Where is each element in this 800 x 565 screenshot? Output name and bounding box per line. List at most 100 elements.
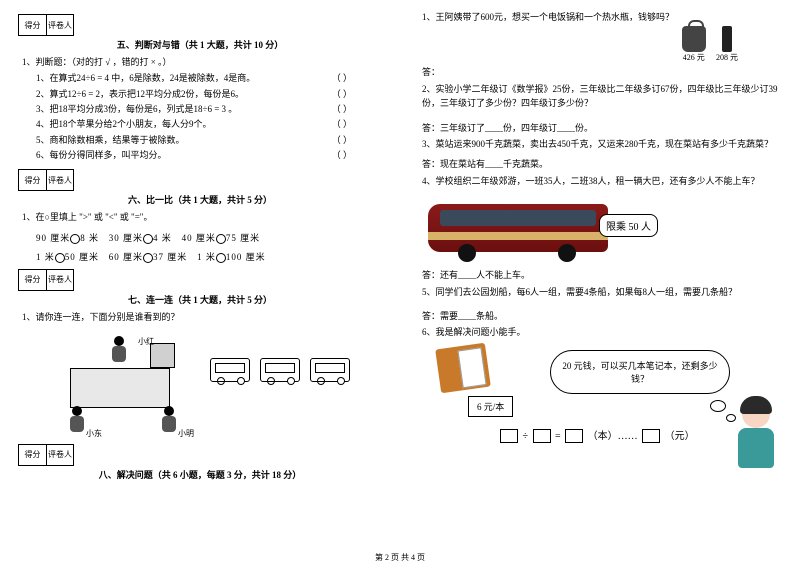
sec5-item-2-text: 2、算式12÷6 = 2，表示把12平均分成2份，每份是6。 (36, 89, 244, 99)
circle-blank[interactable] (70, 234, 80, 244)
q3-text: 3、菜站运来900千克蔬菜，卖出去450千克，又运来280千克，现在菜站有多少千… (422, 137, 782, 151)
q5-text: 5、同学们去公园划船，每6人一组，需要4条船，如果每8人一组，需要几条船？ (422, 285, 782, 299)
sec5-item-4-text: 4、把18个苹果分给2个小朋友，每人分9个。 (36, 119, 212, 129)
cmp-b: 75 厘米 (226, 233, 260, 243)
cmp-b: 8 米 (80, 233, 99, 243)
van-view-1 (210, 358, 250, 382)
sec5-item-6: 6、每份分得同样多，叫平均分。（ ） (36, 148, 382, 163)
cmp-a: 90 厘米 (36, 233, 70, 243)
thermos-price: 208 元 (716, 53, 738, 62)
q2-text: 2、实验小学二年级订《数学报》25份，三年级比二年级多订67份，四年级比三年级少… (422, 82, 782, 111)
cloud-text: 20 元钱，可以买几本笔记本，还剩多少钱？ (562, 361, 717, 384)
circle-blank[interactable] (143, 253, 153, 263)
left-column: 得分 评卷人 五、判断对与错（共 1 大题，共计 10 分） 1、判断题：（对的… (0, 0, 400, 565)
van-view-2 (260, 358, 300, 382)
score-label: 得分 (18, 444, 46, 466)
sec5-intro: 1、判断题：（对的打 √ ，错的打 × 。） (22, 55, 382, 69)
sec5-item-1-text: 1、在算式24÷6 = 4 中，6是除数，24是被除数，4是商。 (36, 73, 255, 83)
score-label: 得分 (18, 169, 46, 191)
score-box-5: 得分 评卷人 (18, 14, 382, 36)
blank-box[interactable] (533, 429, 551, 443)
truck-icon (70, 368, 170, 408)
cmp-a: 1 米 (197, 252, 216, 262)
sec5-item-5-text: 5、商和除数相乘，结果等于被除数。 (36, 135, 185, 145)
q6-text: 6、我是解决问题小能手。 (422, 325, 782, 339)
girl-body-icon (738, 428, 774, 468)
q2-answer: 答：三年级订了____份，四年级订____份。 (422, 121, 782, 135)
paren: （ ） (332, 148, 352, 163)
circle-blank[interactable] (143, 234, 153, 244)
score-label: 得分 (18, 269, 46, 291)
sec5-item-4: 4、把18个苹果分给2个小朋友，每人分9个。 （ ） (36, 117, 382, 132)
notebook-icon (435, 342, 491, 393)
score-box-8: 得分 评卷人 (18, 444, 382, 466)
score-box-7: 得分 评卷人 (18, 269, 382, 291)
op-equals: = (555, 431, 561, 442)
q1-text: 1、王阿姨带了600元，想买一个电饭锅和一个热水瓶，钱够吗？ (422, 10, 782, 24)
score-box-6: 得分 评卷人 (18, 169, 382, 191)
sec5-item-1: 1、在算式24÷6 = 4 中，6是除数，24是被除数，4是商。 （ ） (36, 71, 382, 86)
circle-blank[interactable] (55, 253, 65, 263)
rice-cooker-icon: 426 元 (682, 26, 706, 63)
label-xiaoming: 小明 (178, 428, 194, 439)
circle-blank[interactable] (216, 234, 226, 244)
cmp-a: 1 米 (36, 252, 55, 262)
q3-answer: 答：现在菜站有____千克蔬菜。 (422, 157, 782, 171)
bus-wheel-icon (558, 244, 576, 262)
kid-xiaohong (110, 336, 128, 364)
cmp-b: 100 厘米 (226, 252, 266, 262)
matching-scene: 小红 小东 小明 (50, 328, 350, 438)
sec5-item-3: 3、把18平均分成3份，每份是6，列式是18÷6 = 3 。 （ ） (36, 102, 382, 117)
appliance-row: 426 元 208 元 (418, 26, 742, 63)
circle-blank[interactable] (216, 253, 226, 263)
cooker-price: 426 元 (683, 53, 705, 62)
paren: （ ） (332, 133, 352, 148)
unit-yuan: （元） (665, 431, 695, 442)
sec5-item-3-text: 3、把18平均分成3份，每份是6，列式是18÷6 = 3 。 (36, 104, 237, 114)
compare-row-1: 90 厘米8 米 30 厘米4 米 40 厘米75 厘米 (36, 231, 382, 244)
grader-label: 评卷人 (46, 14, 74, 36)
girl-head-icon (742, 400, 770, 428)
grader-label: 评卷人 (46, 169, 74, 191)
page-footer: 第 2 页 共 4 页 (0, 552, 800, 563)
op-divide: ÷ (523, 431, 529, 442)
q4-text: 4、学校组织二年级郊游，一班35人，二班38人，租一辆大巴，还有多少人不能上车？ (422, 174, 782, 188)
kid-xiaoming (160, 406, 178, 434)
sec6-intro: 1、在○里填上 ">" 或 "<" 或 "="。 (22, 210, 382, 224)
grader-label: 评卷人 (46, 269, 74, 291)
q4-answer: 答：还有____人不能上车。 (422, 268, 782, 282)
section-6-title: 六、比一比（共 1 大题，共计 5 分） (18, 193, 382, 206)
q5-answer: 答：需要____条船。 (422, 309, 782, 323)
thought-bubble-icon (710, 400, 726, 412)
girl-character (732, 400, 780, 468)
unit-price-box: 6 元/本 (468, 396, 513, 417)
paren: （ ） (332, 102, 352, 117)
score-label: 得分 (18, 14, 46, 36)
bus-wheel-icon (458, 244, 476, 262)
kid-xiaodong (68, 406, 86, 434)
blank-box[interactable] (565, 429, 583, 443)
grader-label: 评卷人 (46, 444, 74, 466)
van-view-3 (310, 358, 350, 382)
cmp-a: 60 厘米 (109, 252, 143, 262)
label-xiaodong: 小东 (86, 428, 102, 439)
section-8-title: 八、解决问题（共 6 小题，每题 3 分，共计 18 分） (18, 468, 382, 481)
thought-cloud: 20 元钱，可以买几本笔记本，还剩多少钱？ (550, 350, 730, 394)
van-options (210, 358, 350, 382)
cmp-a: 30 厘米 (109, 233, 143, 243)
label-xiaohong: 小红 (138, 336, 154, 347)
paren: （ ） (332, 71, 352, 86)
blank-box[interactable] (642, 429, 660, 443)
cmp-b: 4 米 (153, 233, 172, 243)
blank-box[interactable] (500, 429, 518, 443)
cmp-b: 50 厘米 (65, 252, 99, 262)
unit-ben: （本）…… (588, 431, 638, 442)
sec5-item-2: 2、算式12÷6 = 2，表示把12平均分成2份，每份是6。（ ） (36, 87, 382, 102)
sec5-item-5: 5、商和除数相乘，结果等于被除数。 （ ） (36, 133, 382, 148)
cmp-b: 37 厘米 (153, 252, 187, 262)
bus-capacity-label: 限乘 50 人 (599, 214, 658, 237)
bus-window-icon (440, 210, 596, 226)
sec7-intro: 1、请你连一连，下面分别是谁看到的？ (22, 310, 382, 324)
paren: （ ） (332, 117, 352, 132)
section-5-title: 五、判断对与错（共 1 大题，共计 10 分） (18, 38, 382, 51)
